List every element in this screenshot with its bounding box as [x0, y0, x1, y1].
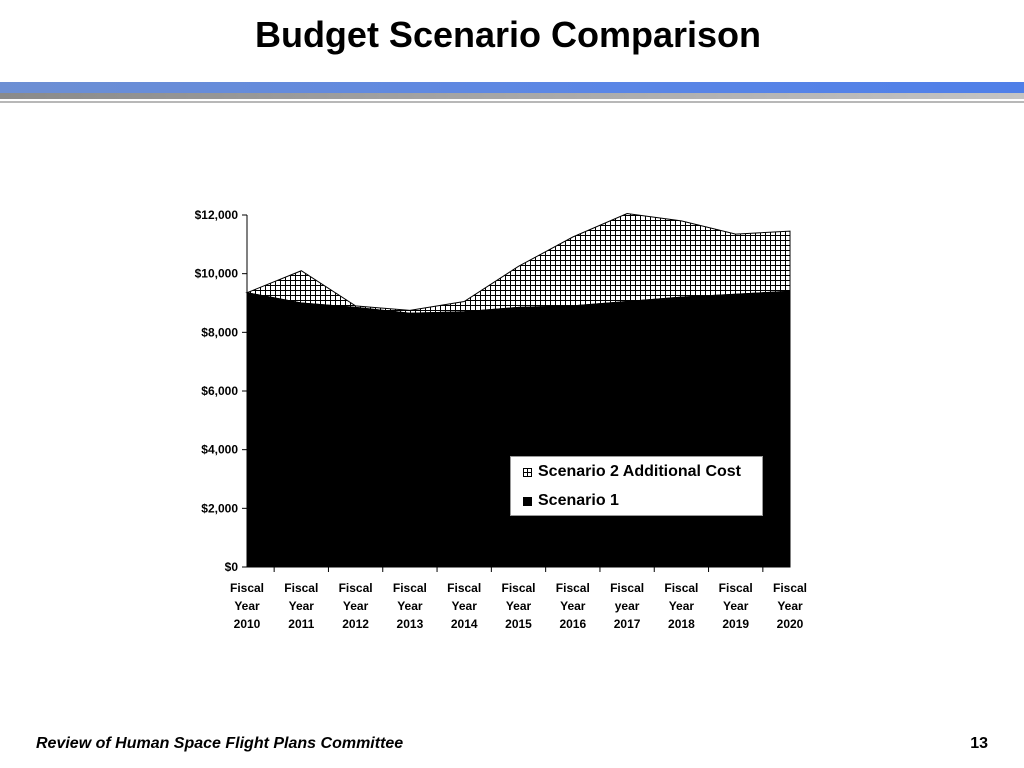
header-divider-line: [0, 101, 1024, 103]
chart-legend: Scenario 2 Additional Cost Scenario 1: [510, 456, 763, 516]
y-tick-label: $10,000: [195, 267, 239, 281]
slide-title: Budget Scenario Comparison: [254, 14, 762, 55]
y-tick-label: $12,000: [195, 208, 239, 222]
x-tick-label: Fiscal Year 2019: [719, 581, 753, 631]
y-tick-label: $8,000: [201, 325, 238, 339]
x-tick-label: Fiscal Year 2014: [447, 581, 481, 631]
scenario-1-area: [246, 290, 791, 568]
x-tick-label: Fiscal Year 2013: [393, 581, 427, 631]
footer-text: Review of Human Space Flight Plans Commi…: [36, 735, 404, 752]
legend-item-scenario-2: Scenario 2 Additional Cost: [523, 463, 741, 481]
x-tick-label: Fiscal Year 2015: [501, 581, 535, 631]
page-number: 13: [970, 735, 988, 752]
header-divider-bar: [0, 93, 1024, 99]
y-tick-label: $4,000: [201, 443, 238, 457]
legend-label-scenario-1: Scenario 1: [538, 492, 619, 509]
grid-pattern-swatch-icon: [523, 467, 532, 477]
solid-square-swatch-icon: [523, 496, 532, 506]
x-tick-label: Fiscal Year 2016: [556, 581, 590, 631]
y-tick-label: $0: [225, 560, 239, 574]
x-tick-label: Fiscal Year 2020: [773, 581, 807, 631]
x-tick-label: Fiscal Year 2018: [664, 581, 698, 631]
x-tick-label: Fiscal year 2017: [610, 581, 644, 631]
legend-item-scenario-1: Scenario 1: [523, 492, 619, 510]
x-tick-label: Fiscal Year 2011: [284, 581, 318, 631]
y-tick-label: $6,000: [201, 384, 238, 398]
legend-label-scenario-2: Scenario 2 Additional Cost: [538, 463, 741, 480]
header-accent-bar: [0, 82, 1024, 93]
x-tick-label: Fiscal Year 2010: [230, 581, 264, 631]
y-tick-label: $2,000: [201, 501, 238, 515]
x-tick-label: Fiscal Year 2012: [339, 581, 373, 631]
